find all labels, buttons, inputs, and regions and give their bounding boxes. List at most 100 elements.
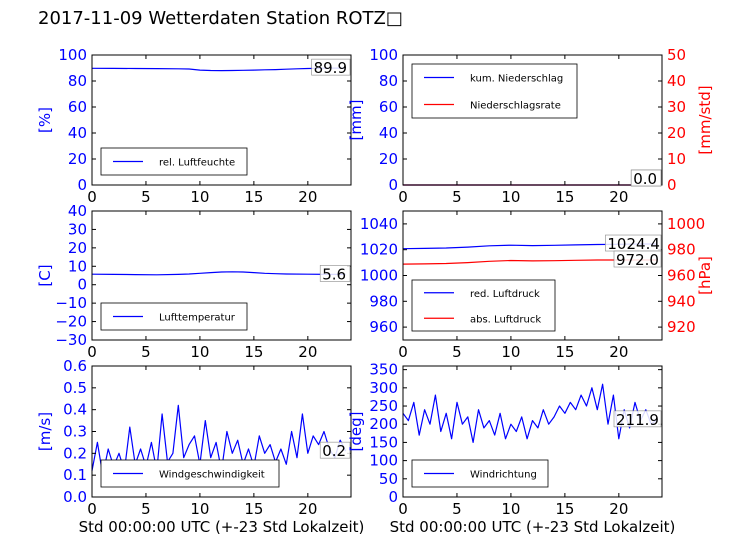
y2-tick-label: 50 <box>667 46 686 64</box>
legend-entry-label: Lufttemperatur <box>159 313 236 324</box>
y2-tick-label: 20 <box>667 124 686 142</box>
panel-precip: 0 5 10 15 20 0 20 40 60 80 100 0 10 20 30 40 50 [mm] [mm/s… <box>347 46 714 206</box>
y2-tick-label: 1000 <box>667 215 705 233</box>
y-tick-label: 100 <box>369 46 398 64</box>
current-value-label: 89.9 <box>314 59 347 77</box>
y-tick-label: 40 <box>68 124 87 142</box>
y-tick-label: 80 <box>68 72 87 90</box>
x-tick-label: 20 <box>609 343 628 361</box>
y-tick-label: 0.0 <box>63 488 87 506</box>
x-axis-label: Std 00:00:00 UTC (+-23 Std Lokalzeit) <box>79 518 365 536</box>
legend-entry-label: Windgeschwindigkeit <box>159 470 265 481</box>
x-tick-label: 0 <box>398 188 408 206</box>
y-tick-label: 30 <box>68 220 87 238</box>
y-tick-label: 350 <box>369 361 398 379</box>
current-value-label-box <box>311 58 351 76</box>
y-tick-label: 20 <box>68 239 87 257</box>
current-value-label-box <box>613 410 662 428</box>
y-tick-label: 0.2 <box>63 444 87 462</box>
y2-axis-label: [mm/std] <box>696 85 714 154</box>
panel-temperature: 0 5 10 15 20−30−20−10010203040[C]Lufttempera… <box>36 202 352 361</box>
y-tick-label: 1020 <box>360 241 398 259</box>
x-tick-label: 5 <box>141 188 151 206</box>
legend-entry-label: red. Luftdruck <box>470 289 540 300</box>
legend-entry-label: abs. Luftdruck <box>470 314 541 325</box>
y-tick-label: 60 <box>68 98 87 116</box>
current-value-label-2: 972.0 <box>616 251 659 269</box>
y-tick-label: 10 <box>68 257 87 275</box>
x-axis-label: Std 00:00:00 UTC (+-23 Std Lokalzeit) <box>390 518 676 536</box>
y2-tick-label: 980 <box>667 241 696 259</box>
y-tick-label: 20 <box>379 150 398 168</box>
plot-frame <box>402 365 663 498</box>
x-tick-label: 10 <box>190 500 209 518</box>
current-value-label: 0.2 <box>322 442 346 460</box>
y-tick-label: −10 <box>55 294 87 312</box>
legend-box <box>411 63 578 119</box>
y-tick-label: 250 <box>369 397 398 415</box>
y-tick-label: 80 <box>379 72 398 90</box>
y-tick-label: 0.5 <box>63 379 87 397</box>
current-value-label: 211.9 <box>616 411 659 429</box>
y-tick-label: 0.1 <box>63 466 87 484</box>
y-tick-label: 960 <box>369 318 398 336</box>
y-axis-label: [mm] <box>347 100 365 141</box>
panel-wind_speed: 0 5 10 15 20 0.0 0.1 0.2 0.3 0.4 0.5 0.6 [m/s] Std 00… <box>36 357 364 536</box>
x-tick-label: 15 <box>244 500 263 518</box>
y2-tick-label: 960 <box>667 267 696 285</box>
x-tick-label: 20 <box>609 188 628 206</box>
y-tick-label: 0 <box>388 176 398 194</box>
current-value-label-box <box>319 441 351 459</box>
x-tick-label: 20 <box>298 500 317 518</box>
x-tick-label: 20 <box>298 343 317 361</box>
y-tick-label: 20 <box>68 150 87 168</box>
x-tick-label: 15 <box>555 343 574 361</box>
y-tick-label: 50 <box>379 470 398 488</box>
current-value-label-2-box <box>613 250 662 268</box>
plot-frame <box>402 54 663 186</box>
x-tick-label: 5 <box>141 343 151 361</box>
plot-frame <box>91 54 352 186</box>
x-tick-label: 15 <box>555 188 574 206</box>
y-tick-label: 100 <box>58 46 87 64</box>
x-tick-label: 5 <box>141 500 151 518</box>
y2-tick-label: 40 <box>667 72 686 90</box>
x-tick-label: 0 <box>87 343 97 361</box>
x-tick-label: 0 <box>87 500 97 518</box>
y2-tick-label: 10 <box>667 150 686 168</box>
y-axis-label: [C] <box>36 264 54 286</box>
figure-title: 2017-11-09 Wetterdaten Station ROTZ□ <box>38 8 403 29</box>
current-value-label: 5.6 <box>322 265 346 283</box>
legend-entry-label: rel. Luftfeuchte <box>159 158 235 169</box>
current-value-label-box <box>319 265 351 282</box>
y-tick-label: 300 <box>369 379 398 397</box>
x-tick-label: 10 <box>190 188 209 206</box>
x-tick-label: 0 <box>87 188 97 206</box>
y-tick-label: 980 <box>369 292 398 310</box>
y-tick-label: 40 <box>379 124 398 142</box>
plot-frame <box>91 210 352 341</box>
y-axis-label: [m/s] <box>36 412 54 451</box>
current-value-label: 1024.4 <box>607 235 660 253</box>
current-value-label-2: 0.0 <box>633 170 657 188</box>
y2-tick-label: 940 <box>667 292 696 310</box>
panel-humidity: 0 5 10 15 20 0 20 40 60 80 100 [%] rel. Luftfeuchte 8… <box>36 46 352 206</box>
y2-tick-label: 920 <box>667 318 696 336</box>
y-tick-label: 60 <box>379 98 398 116</box>
x-tick-label: 10 <box>190 343 209 361</box>
y-tick-label: −20 <box>55 313 87 331</box>
x-tick-label: 15 <box>555 500 574 518</box>
y-tick-label: 200 <box>369 415 398 433</box>
y-tick-label: 40 <box>68 202 87 220</box>
series-line-wind_direction-0 <box>402 383 657 443</box>
y-tick-label: 0.4 <box>63 401 87 419</box>
y-tick-label: 1000 <box>360 267 398 285</box>
x-tick-label: 10 <box>501 343 520 361</box>
x-tick-label: 20 <box>609 500 628 518</box>
series-line-temperature-0 <box>91 271 346 276</box>
y-tick-label: 1040 <box>360 215 398 233</box>
x-tick-label: 20 <box>298 188 317 206</box>
legend-entry-label: kum. Niederschlag <box>470 74 563 85</box>
